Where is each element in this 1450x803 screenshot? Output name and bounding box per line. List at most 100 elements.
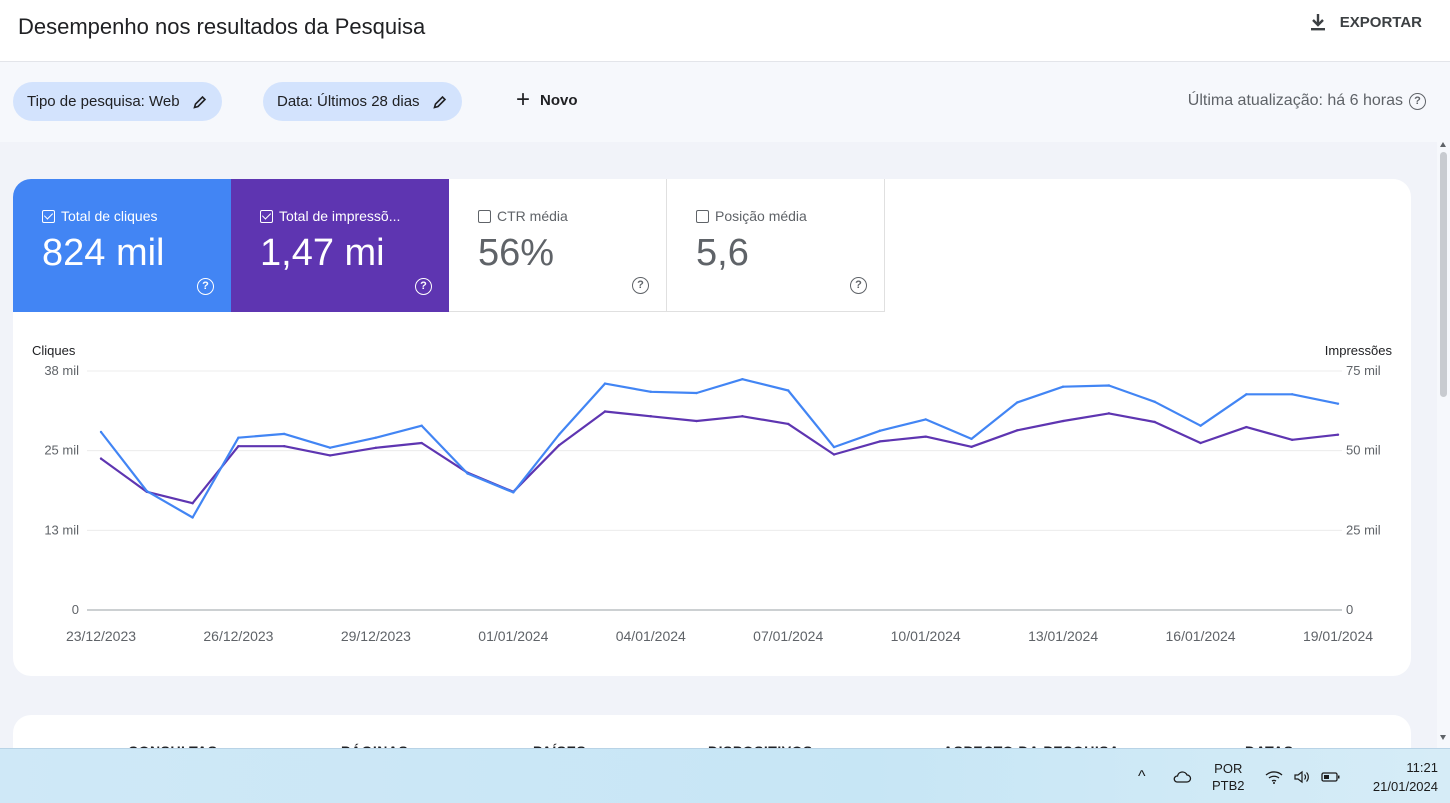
clicks-data-point <box>283 432 286 436</box>
page-header: Desempenho nos resultados da Pesquisa EX… <box>0 0 1450 62</box>
help-icon[interactable]: ? <box>1409 92 1426 110</box>
chart-left-tick-label: 13 mil <box>44 522 79 537</box>
impressions-data-point <box>695 419 698 423</box>
windows-taskbar: ^ POR PTB2 11:21 21/01/2024 <box>0 748 1450 803</box>
chart-left-tick-label: 0 <box>72 602 79 617</box>
show-hidden-icons-chevron-icon[interactable]: ^ <box>1138 767 1146 785</box>
performance-card: Total de cliques 824 mil ? Total de impr… <box>13 179 1411 676</box>
chart-right-axis-title: Impressões <box>1325 343 1393 358</box>
scrollbar-thumb[interactable] <box>1440 152 1447 397</box>
impressions-data-point <box>603 410 607 413</box>
export-label: EXPORTAR <box>1339 13 1422 31</box>
scroll-down-arrow-icon[interactable] <box>1440 735 1446 740</box>
clicks-series-line <box>100 378 1339 519</box>
checkbox-unchecked-icon[interactable] <box>696 209 709 223</box>
impressions-data-point <box>283 445 286 448</box>
input-language-indicator[interactable]: POR PTB2 <box>1212 749 1245 803</box>
clicks-data-point <box>649 390 652 393</box>
metric-value: 824 mil <box>42 232 165 274</box>
chart-left-tick-label: 25 mil <box>44 443 79 458</box>
chart-x-tick-label: 29/12/2023 <box>341 628 411 644</box>
export-button[interactable]: EXPORTAR <box>1308 12 1422 32</box>
new-filter-button[interactable]: + Novo <box>516 86 578 113</box>
checkbox-checked-icon[interactable] <box>260 209 273 223</box>
clicks-data-point <box>924 418 927 421</box>
metric-total-impressions[interactable]: Total de impressõ... 1,47 mi ? <box>231 179 449 312</box>
metric-label: Total de cliques <box>61 208 158 224</box>
clock-date: 21/01/2024 <box>1372 778 1438 794</box>
clicks-data-point <box>420 424 423 427</box>
impressions-data-point <box>99 457 103 460</box>
clicks-data-point <box>374 436 378 439</box>
metric-average-position[interactable]: Posição média 5,6 ? <box>667 179 885 312</box>
chart-x-tick-label: 07/01/2024 <box>753 628 823 644</box>
impressions-data-point <box>1290 438 1294 442</box>
chart-x-tick-label: 16/01/2024 <box>1166 628 1236 644</box>
page-title: Desempenho nos resultados da Pesquisa <box>18 14 426 39</box>
chart-x-tick-label: 04/01/2024 <box>616 628 686 644</box>
search-type-filter-chip[interactable]: Tipo de pesquisa: Web <box>13 82 222 121</box>
chart-x-tick-label: 23/12/2023 <box>66 628 136 644</box>
checkbox-checked-icon[interactable] <box>42 209 55 223</box>
page-scrollbar[interactable] <box>1437 142 1450 748</box>
edit-pencil-icon <box>192 95 206 109</box>
chart-right-tick-label: 50 mil <box>1346 443 1381 458</box>
chart-x-tick-label: 10/01/2024 <box>891 628 961 644</box>
help-icon[interactable]: ? <box>415 278 432 295</box>
clicks-data-point <box>878 429 882 432</box>
performance-chart[interactable]: 0 0 13 mil 25 mil 25 mil 50 mil 38 mil 75 mil Cl… <box>13 312 1411 676</box>
impressions-data-point <box>1016 429 1019 432</box>
chart-right-tick-label: 75 mil <box>1346 363 1381 378</box>
clicks-data-point <box>832 445 836 449</box>
chart-x-tick-label: 01/01/2024 <box>478 628 548 644</box>
impressions-data-point <box>374 446 378 449</box>
clicks-data-point <box>466 472 469 475</box>
date-filter-chip[interactable]: Data: Últimos 28 dias <box>263 82 462 121</box>
system-tray-icons[interactable] <box>1265 749 1341 803</box>
metric-total-clicks[interactable]: Total de cliques 824 mil ? <box>13 179 231 312</box>
checkbox-unchecked-icon[interactable] <box>478 209 491 223</box>
impressions-data-point <box>924 435 927 438</box>
chart-left-tick-label: 38 mil <box>44 363 79 378</box>
wifi-icon <box>1265 770 1283 784</box>
impressions-data-point <box>1061 419 1065 423</box>
onedrive-cloud-icon[interactable] <box>1172 749 1192 803</box>
impressions-data-point <box>787 422 790 426</box>
clicks-data-point <box>512 491 515 494</box>
metric-value: 1,47 mi <box>260 232 385 274</box>
metric-average-ctr[interactable]: CTR média 56% ? <box>449 179 667 312</box>
impressions-series-line <box>100 410 1339 505</box>
chip-label: Tipo de pesquisa: Web <box>27 93 180 110</box>
impressions-data-point <box>878 440 882 443</box>
clicks-data-point <box>191 516 194 519</box>
chart-right-tick-label: 0 <box>1346 602 1353 617</box>
new-filter-label: Novo <box>540 91 578 109</box>
metric-value: 5,6 <box>696 232 749 274</box>
chip-label: Data: Últimos 28 dias <box>277 93 420 110</box>
clicks-data-point <box>1107 384 1111 387</box>
impressions-data-point <box>237 445 240 448</box>
scroll-up-arrow-icon[interactable] <box>1440 142 1446 147</box>
help-icon[interactable]: ? <box>850 277 867 294</box>
impressions-data-point <box>741 415 744 418</box>
battery-icon <box>1321 771 1340 782</box>
help-icon[interactable]: ? <box>197 278 214 295</box>
clicks-data-point <box>970 437 973 441</box>
impressions-data-point <box>557 444 561 447</box>
system-clock[interactable]: 11:21 21/01/2024 <box>1372 749 1438 803</box>
impressions-data-point <box>1153 420 1156 424</box>
chart-x-tick-label: 26/12/2023 <box>203 628 273 644</box>
clicks-data-point <box>145 489 149 493</box>
impressions-data-point <box>1245 425 1248 429</box>
help-icon[interactable]: ? <box>632 277 649 294</box>
clicks-data-point <box>328 446 332 449</box>
metric-label: Total de impressõ... <box>279 208 401 224</box>
impressions-data-point <box>328 454 332 457</box>
plus-icon: + <box>516 86 531 113</box>
impressions-data-point <box>970 445 973 449</box>
clicks-data-point <box>1153 400 1156 404</box>
clicks-data-point <box>1245 393 1248 396</box>
metric-value: 56% <box>478 232 555 274</box>
keyboard-layout: PTB2 <box>1212 777 1245 793</box>
volume-icon <box>1294 770 1309 783</box>
